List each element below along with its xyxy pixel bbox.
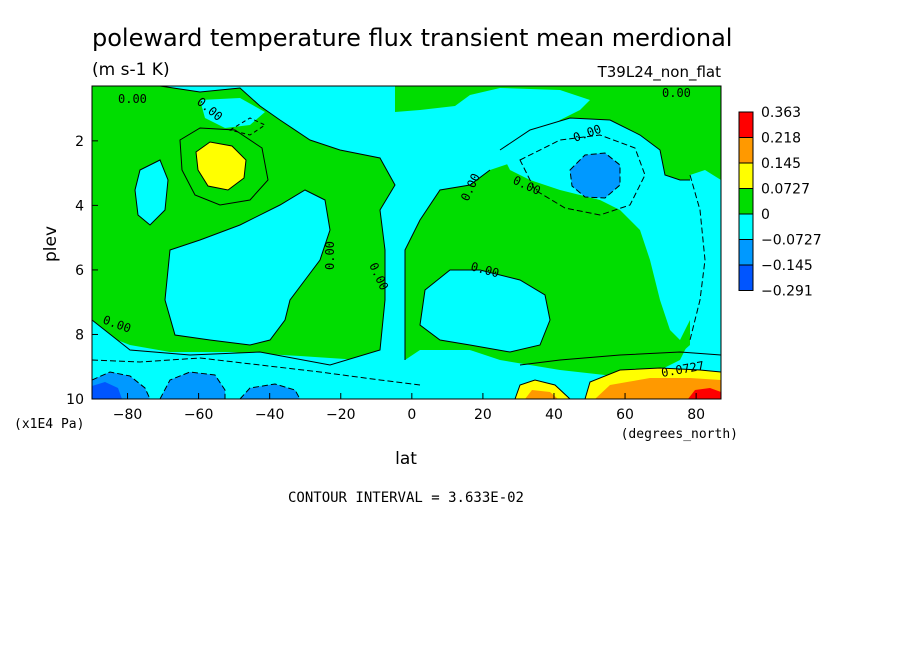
colorbar-label: 0.363 [761,105,801,121]
warm-flux-north-orange2 [595,378,721,399]
x-axis-label: lat [395,449,417,469]
strong-negative-ne [570,153,620,198]
chart-units: (m s-1 K) [92,60,170,80]
colorbar-label: −0.145 [761,258,813,274]
colorbar-label: 0.145 [761,156,801,172]
negative-pocket-top [200,98,265,128]
y-axis-units: (x1E4 Pa) [14,417,84,432]
y-tick-label: 8 [75,327,84,343]
x-axis-units: (degrees_north) [621,427,738,442]
x-tick-label: 80 [687,407,705,423]
colorbar-swatch [738,137,754,164]
y-tick-label: 10 [66,392,84,408]
x-tick-label: 40 [545,407,563,423]
colorbar-swatch [738,111,754,138]
y-tick-label: 2 [75,134,84,150]
contour-lines [92,86,721,399]
deep-negative-south [92,382,122,399]
x-tick-label: −40 [255,407,285,423]
plot-area: 0.00 0.00 0.00 0.00 0.00 0.00 0.00 0.00 … [92,86,721,399]
colorbar: 0.363 0.218 0.145 0.0727 0 −0.0727 −0.145 −0.29… [738,105,822,300]
colorbar-label: −0.291 [761,284,813,300]
x-tick-label: 60 [616,407,634,423]
y-tick-label: 6 [75,263,84,279]
contour-label: 0.00 [323,241,337,270]
contour-label: 0.00 [662,86,691,100]
negative-pocket-ne [500,118,690,340]
x-tick-label: 20 [474,407,492,423]
x-tick-label: −60 [184,407,214,423]
colorbar-swatch [738,188,754,215]
colorbar-label: 0.0727 [761,182,810,198]
colorbar-label: 0 [761,207,770,223]
negative-pocket-w [135,160,168,225]
colorbar-label: −0.0727 [761,233,822,249]
strong-negative-south2 [160,372,225,399]
colorbar-label: 0.218 [761,131,801,147]
colorbar-swatch [738,213,754,240]
run-label: T39L24_non_flat [597,63,722,82]
contour-label: 0.00 [118,92,147,106]
plot-frame [91,85,722,400]
chart-title: poleward temperature flux transient mean… [92,24,732,52]
negative-pocket-sw [165,190,330,345]
colorbar-swatch [738,239,754,266]
x-axis: −80 −60 −40 −20 0 20 40 60 80 [113,393,705,423]
warm-flux-north-orange [525,390,558,399]
colorbar-swatch [738,264,754,291]
negative-pocket-mid [420,270,550,352]
y-axis: 2 4 6 8 10 [66,134,98,408]
positive-blob-south [196,142,246,190]
x-tick-label: −80 [113,407,143,423]
negative-pocket-top2 [280,90,370,108]
strong-negative-south3 [240,384,300,399]
x-tick-label: 0 [407,407,416,423]
y-tick-label: 4 [75,198,84,214]
contour-interval-text: CONTOUR INTERVAL = 3.633E-02 [288,490,524,506]
x-tick-label: −20 [326,407,356,423]
colorbar-swatch [738,162,754,189]
y-axis-label: plev [41,226,61,262]
